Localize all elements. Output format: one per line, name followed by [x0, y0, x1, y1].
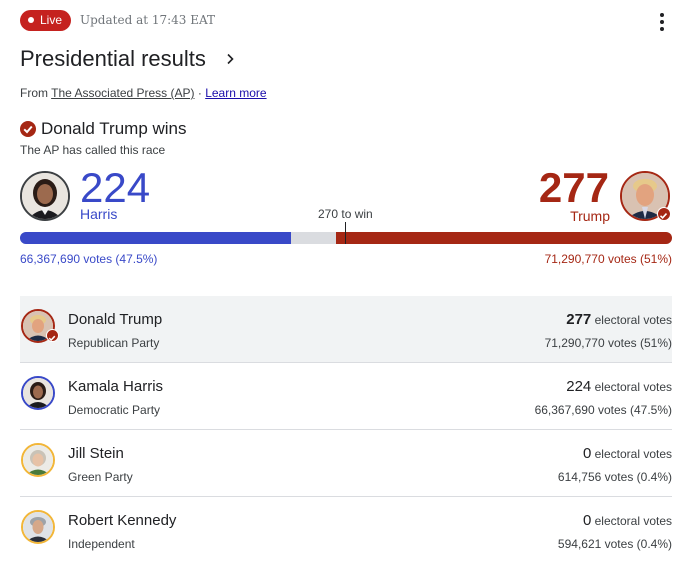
stein-avatar: [21, 443, 55, 477]
candidate-row-harris[interactable]: Kamala Harris Democratic Party 224 elect…: [20, 363, 672, 430]
candidate-electoral-votes: 224 electoral votes: [566, 378, 672, 395]
check-circle-icon: [20, 121, 36, 137]
bar-segment-harris: [20, 232, 292, 244]
threshold-marker: [345, 222, 346, 244]
candidate-party: Democratic Party: [68, 403, 161, 417]
trump-avatar[interactable]: [620, 171, 670, 221]
harris-avatar-small: [21, 376, 55, 410]
candidate-name: Donald Trump: [68, 311, 163, 328]
candidate-electoral-votes: 0 electoral votes: [582, 512, 672, 529]
trump-electoral-count: 277: [538, 164, 609, 211]
threshold-label: 270 to win: [318, 207, 373, 221]
trump-name-label: Trump: [570, 208, 610, 224]
candidate-popular-votes: 614,756 votes (0.4%): [557, 470, 672, 484]
candidate-name: Jill Stein: [68, 445, 124, 462]
page-title: Presidential results: [20, 46, 206, 71]
kennedy-avatar: [21, 510, 55, 544]
candidate-party: Green Party: [68, 470, 133, 484]
results-title-link[interactable]: Presidential results: [20, 46, 236, 72]
candidate-electoral-votes: 277 electoral votes: [566, 311, 672, 328]
more-options-button[interactable]: [657, 13, 667, 31]
live-dot-icon: [28, 17, 34, 23]
harris-popular-votes: 66,367,690 votes (47.5%): [20, 252, 158, 266]
winner-heading: Donald Trump wins: [20, 119, 187, 139]
top-bar: Live Updated at 17:43 EAT: [20, 9, 215, 31]
winner-title: Donald Trump wins: [41, 119, 187, 138]
trump-avatar-small: [21, 309, 55, 343]
source-separator: ·: [197, 86, 202, 100]
candidate-party: Independent: [68, 537, 135, 551]
race-called-text: The AP has called this race: [20, 143, 166, 157]
candidate-electoral-votes: 0 electoral votes: [582, 445, 672, 462]
source-line: From The Associated Press (AP) · Learn m…: [20, 86, 267, 100]
harris-name-label: Harris: [80, 206, 118, 222]
candidate-name: Kamala Harris: [68, 378, 164, 395]
candidate-row-stein[interactable]: Jill Stein Green Party 0 electoral votes…: [20, 430, 672, 497]
bar-segment-trump: [336, 232, 672, 244]
candidate-party: Republican Party: [68, 336, 160, 350]
learn-more-link[interactable]: Learn more: [205, 86, 267, 100]
candidate-popular-votes: 66,367,690 votes (47.5%): [534, 403, 672, 417]
candidate-row-trump[interactable]: Donald Trump Republican Party 277 electo…: [20, 296, 672, 363]
source-link[interactable]: The Associated Press (AP): [51, 86, 195, 100]
live-badge: Live: [20, 9, 72, 31]
candidate-results-list: Donald Trump Republican Party 277 electo…: [20, 296, 672, 564]
chevron-right-icon: [227, 53, 234, 65]
candidate-popular-votes: 594,621 votes (0.4%): [557, 537, 672, 551]
trump-popular-votes: 71,290,770 votes (51%): [544, 252, 672, 266]
updated-timestamp: Updated at 17:43 EAT: [80, 13, 216, 27]
candidate-row-kennedy[interactable]: Robert Kennedy Independent 0 electoral v…: [20, 497, 672, 564]
winner-check-icon: [657, 207, 671, 221]
live-label: Live: [40, 13, 63, 27]
candidate-popular-votes: 71,290,770 votes (51%): [544, 336, 672, 350]
more-vert-icon: [660, 13, 664, 17]
candidate-name: Robert Kennedy: [68, 512, 177, 529]
electoral-vote-bar: [20, 232, 672, 244]
harris-electoral-count: 224: [80, 164, 151, 211]
winner-check-icon: [46, 329, 59, 342]
source-prefix: From: [20, 86, 48, 100]
harris-avatar[interactable]: [20, 171, 70, 221]
